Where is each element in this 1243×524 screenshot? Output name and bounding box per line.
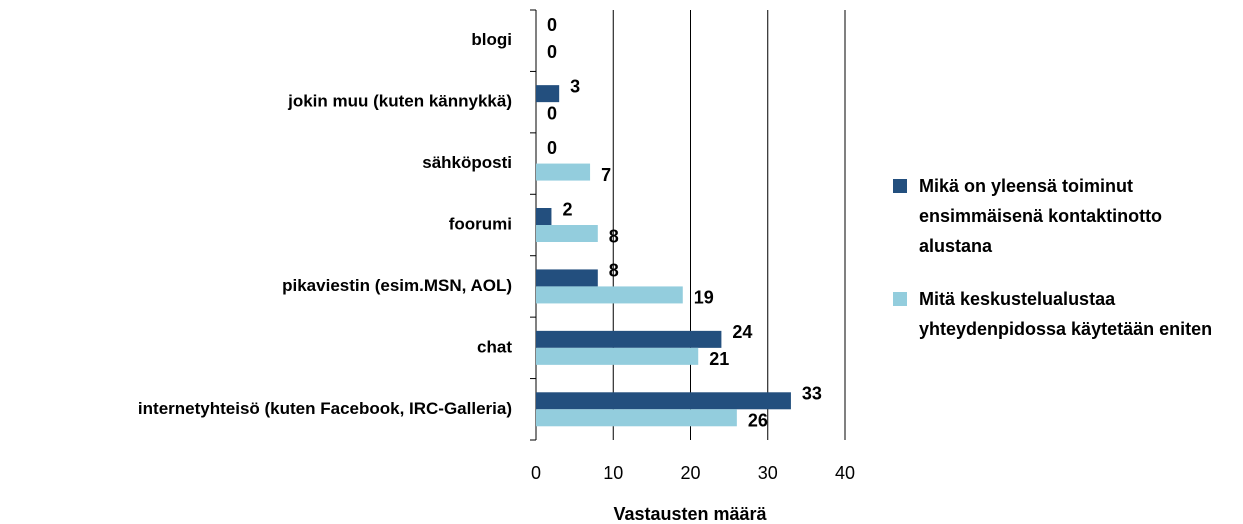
value-label: 0 xyxy=(547,42,557,62)
legend-swatch xyxy=(893,179,907,193)
value-label: 0 xyxy=(547,15,557,35)
bar xyxy=(536,286,683,304)
legend-label: Mitä keskustelualustaa yhteydenpidossa k… xyxy=(919,289,1213,339)
bar xyxy=(536,225,598,242)
bar xyxy=(536,269,598,287)
x-axis-title: Vastausten määrä xyxy=(613,504,767,524)
y-tick-label: jokin muu (kuten kännykkä) xyxy=(287,92,512,111)
value-label: 8 xyxy=(609,261,619,281)
value-label: 33 xyxy=(802,384,822,404)
x-tick-label: 20 xyxy=(680,463,700,483)
bar xyxy=(536,85,560,103)
x-tick-label: 30 xyxy=(758,463,778,483)
x-tick-label: 10 xyxy=(603,463,623,483)
value-label: 2 xyxy=(562,199,572,219)
y-tick-label: blogi xyxy=(471,30,512,49)
value-label: 21 xyxy=(709,349,729,369)
y-tick-label: internetyhteisö (kuten Facebook, IRC-Gal… xyxy=(138,399,512,418)
value-label: 19 xyxy=(694,288,714,308)
bar xyxy=(536,208,552,225)
y-tick-label: foorumi xyxy=(449,214,512,233)
bar xyxy=(536,347,699,365)
value-label: 7 xyxy=(601,165,611,185)
legend-item: Mikä on yleensä toiminut ensimmäisenä ko… xyxy=(893,171,1233,261)
y-tick-label: sähköposti xyxy=(422,153,512,172)
legend-label: Mikä on yleensä toiminut ensimmäisenä ko… xyxy=(919,176,1163,256)
value-label: 0 xyxy=(547,138,557,158)
x-tick-label: 0 xyxy=(531,463,541,483)
x-tick-label: 40 xyxy=(835,463,855,483)
value-label: 8 xyxy=(609,226,619,246)
value-label: 0 xyxy=(547,103,557,123)
value-label: 24 xyxy=(732,322,752,342)
bar xyxy=(536,330,722,348)
legend-item: Mitä keskustelualustaa yhteydenpidossa k… xyxy=(893,284,1233,344)
value-label: 26 xyxy=(748,411,768,431)
bar xyxy=(536,409,737,427)
value-label: 3 xyxy=(570,76,580,96)
bar xyxy=(536,392,791,410)
legend-swatch xyxy=(893,292,907,306)
y-tick-label: pikaviestin (esim.MSN, AOL) xyxy=(282,276,512,295)
y-tick-label: chat xyxy=(477,337,512,356)
bar xyxy=(536,163,591,181)
